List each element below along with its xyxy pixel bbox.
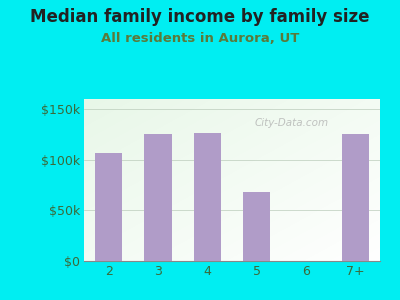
Bar: [342, 134, 369, 261]
Bar: [95, 153, 122, 261]
Text: All residents in Aurora, UT: All residents in Aurora, UT: [101, 32, 299, 44]
Text: Median family income by family size: Median family income by family size: [30, 8, 370, 26]
Bar: [194, 134, 221, 261]
Text: City-Data.com: City-Data.com: [254, 118, 328, 128]
Bar: [243, 192, 270, 261]
Bar: [144, 134, 172, 261]
